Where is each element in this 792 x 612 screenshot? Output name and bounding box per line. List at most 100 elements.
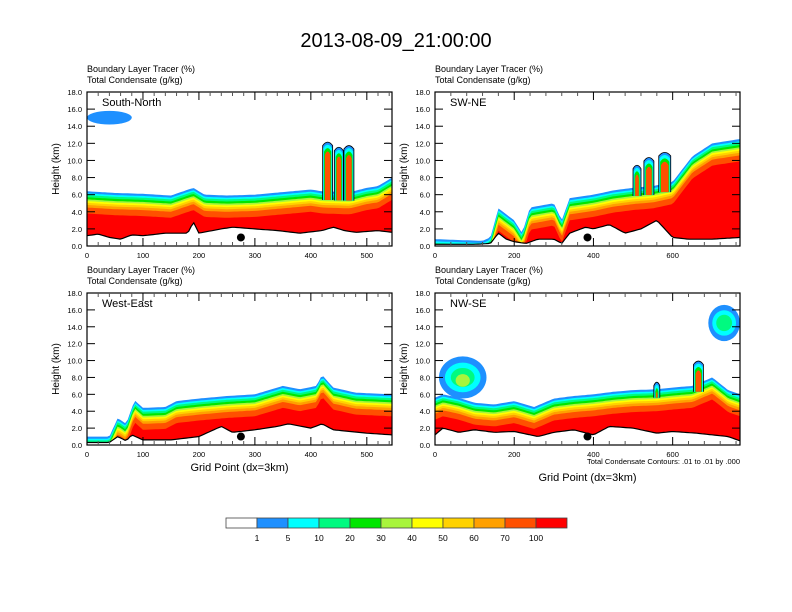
y-tick-label: 10.0	[67, 156, 82, 165]
panel-label: South-North	[102, 97, 161, 109]
colorbar-label: 20	[345, 533, 355, 543]
y-tick-label: 12.0	[67, 139, 82, 148]
x-tick-label: 400	[587, 450, 600, 459]
y-axis-label: Height (km)	[399, 343, 410, 395]
plot-area	[435, 304, 740, 442]
y-tick-label: 14.0	[67, 122, 82, 131]
location-marker	[236, 233, 245, 242]
colorbar-swatch	[318, 517, 351, 529]
y-tick-label: 2.0	[72, 225, 82, 234]
y-tick-label: 12.0	[415, 340, 430, 349]
colorbar-swatch	[442, 517, 475, 529]
colorbar-swatch	[380, 517, 413, 529]
x-tick-label: 500	[361, 251, 374, 260]
upper-cloud-core	[716, 314, 733, 332]
convective-tower	[660, 161, 669, 193]
panel-label: SW-NE	[450, 97, 486, 109]
y-tick-label: 12.0	[67, 340, 82, 349]
colorbar-swatch	[535, 517, 568, 529]
y-tick-label: 16.0	[67, 306, 82, 315]
condensate-contour	[658, 151, 672, 193]
y-tick-label: 16.0	[67, 105, 82, 114]
y-tick-label: 2.0	[420, 225, 430, 234]
colorbar-label: 40	[407, 533, 417, 543]
colorbar-label: 1	[255, 533, 260, 543]
condensate-contour	[632, 164, 642, 197]
x-tick-label: 300	[249, 450, 262, 459]
y-tick-label: 8.0	[72, 373, 82, 382]
y-tick-label: 0.0	[72, 242, 82, 251]
convective-tower	[324, 151, 331, 200]
y-axis-label: Height (km)	[51, 343, 62, 395]
colorbar-label: 100	[529, 533, 543, 543]
colorbar-label: 70	[500, 533, 510, 543]
location-marker	[583, 432, 592, 441]
x-tick-label: 200	[508, 450, 521, 459]
y-tick-label: 4.0	[420, 407, 430, 416]
y-tick-label: 18.0	[415, 88, 430, 97]
x-tick-label: 300	[249, 251, 262, 260]
terrain-line	[87, 423, 392, 444]
panel-west-east: Boundary Layer Tracer (%)Total Condensat…	[51, 265, 393, 474]
panel-subtitle: Total Condensate (g/kg)	[87, 276, 183, 286]
x-tick-label: 0	[433, 450, 437, 459]
tracer-band-10	[435, 161, 740, 245]
contour-annotation: Total Condensate Contours: .01 to .01 by…	[587, 457, 740, 466]
panel-subtitle: Total Condensate (g/kg)	[87, 75, 183, 85]
y-tick-label: 4.0	[72, 208, 82, 217]
y-axis-label: Height (km)	[51, 143, 62, 195]
x-tick-label: 100	[137, 251, 150, 260]
panel-subtitle: Total Condensate (g/kg)	[435, 75, 531, 85]
x-tick-label: 600	[666, 251, 679, 260]
panel-subtitle: Boundary Layer Tracer (%)	[435, 265, 543, 275]
y-tick-label: 4.0	[420, 208, 430, 217]
y-tick-label: 6.0	[420, 390, 430, 399]
location-marker	[236, 432, 245, 441]
y-tick-label: 14.0	[67, 323, 82, 332]
convective-tower	[656, 391, 658, 398]
convective-tower	[695, 370, 702, 392]
convective-tower	[646, 166, 652, 196]
colorbar-swatch	[256, 517, 289, 529]
panel-sw-ne: Boundary Layer Tracer (%)Total Condensat…	[399, 64, 741, 260]
y-tick-label: 18.0	[67, 88, 82, 97]
condensate-contour	[333, 146, 344, 201]
panel-label: NW-SE	[450, 298, 486, 310]
y-tick-label: 0.0	[72, 441, 82, 450]
colorbar-label: 30	[376, 533, 386, 543]
y-tick-label: 2.0	[72, 424, 82, 433]
y-tick-label: 10.0	[67, 357, 82, 366]
tracer-band-10	[87, 199, 392, 240]
y-tick-label: 0.0	[420, 242, 430, 251]
x-axis-label: Grid Point (dx=3km)	[538, 472, 636, 484]
figure-title: 2013-08-09_21:00:00	[300, 30, 492, 52]
colorbar-swatch	[411, 517, 444, 529]
panel-nw-se: Boundary Layer Tracer (%) Total Condensat…	[399, 265, 741, 484]
y-tick-label: 10.0	[415, 156, 430, 165]
convective-tower	[635, 174, 639, 197]
x-tick-label: 400	[305, 251, 318, 260]
convective-tower	[336, 156, 342, 201]
y-tick-label: 16.0	[415, 306, 430, 315]
y-tick-label: 14.0	[415, 323, 430, 332]
plot-frame	[434, 292, 741, 446]
condensate-contour	[693, 360, 704, 392]
colorbar: 1 5 10 20 30 40 50 60 70 100	[225, 517, 568, 543]
x-tick-label: 100	[137, 450, 150, 459]
colorbar-label: 10	[314, 533, 324, 543]
plot-frame	[86, 91, 393, 247]
colorbar-label: 50	[438, 533, 448, 543]
y-tick-label: 12.0	[415, 139, 430, 148]
colorbar-label: 5	[286, 533, 291, 543]
condensate-contour	[643, 157, 655, 196]
convective-tower	[346, 154, 352, 201]
y-tick-label: 2.0	[420, 424, 430, 433]
upper-cloud-core	[455, 374, 470, 387]
condensate-contour	[343, 145, 355, 201]
x-tick-label: 0	[85, 450, 89, 459]
colorbar-label: 60	[469, 533, 479, 543]
panel-label: West-East	[102, 298, 153, 310]
tracer-band-10	[87, 398, 392, 443]
y-axis-label: Height (km)	[399, 143, 410, 195]
y-tick-label: 8.0	[72, 174, 82, 183]
